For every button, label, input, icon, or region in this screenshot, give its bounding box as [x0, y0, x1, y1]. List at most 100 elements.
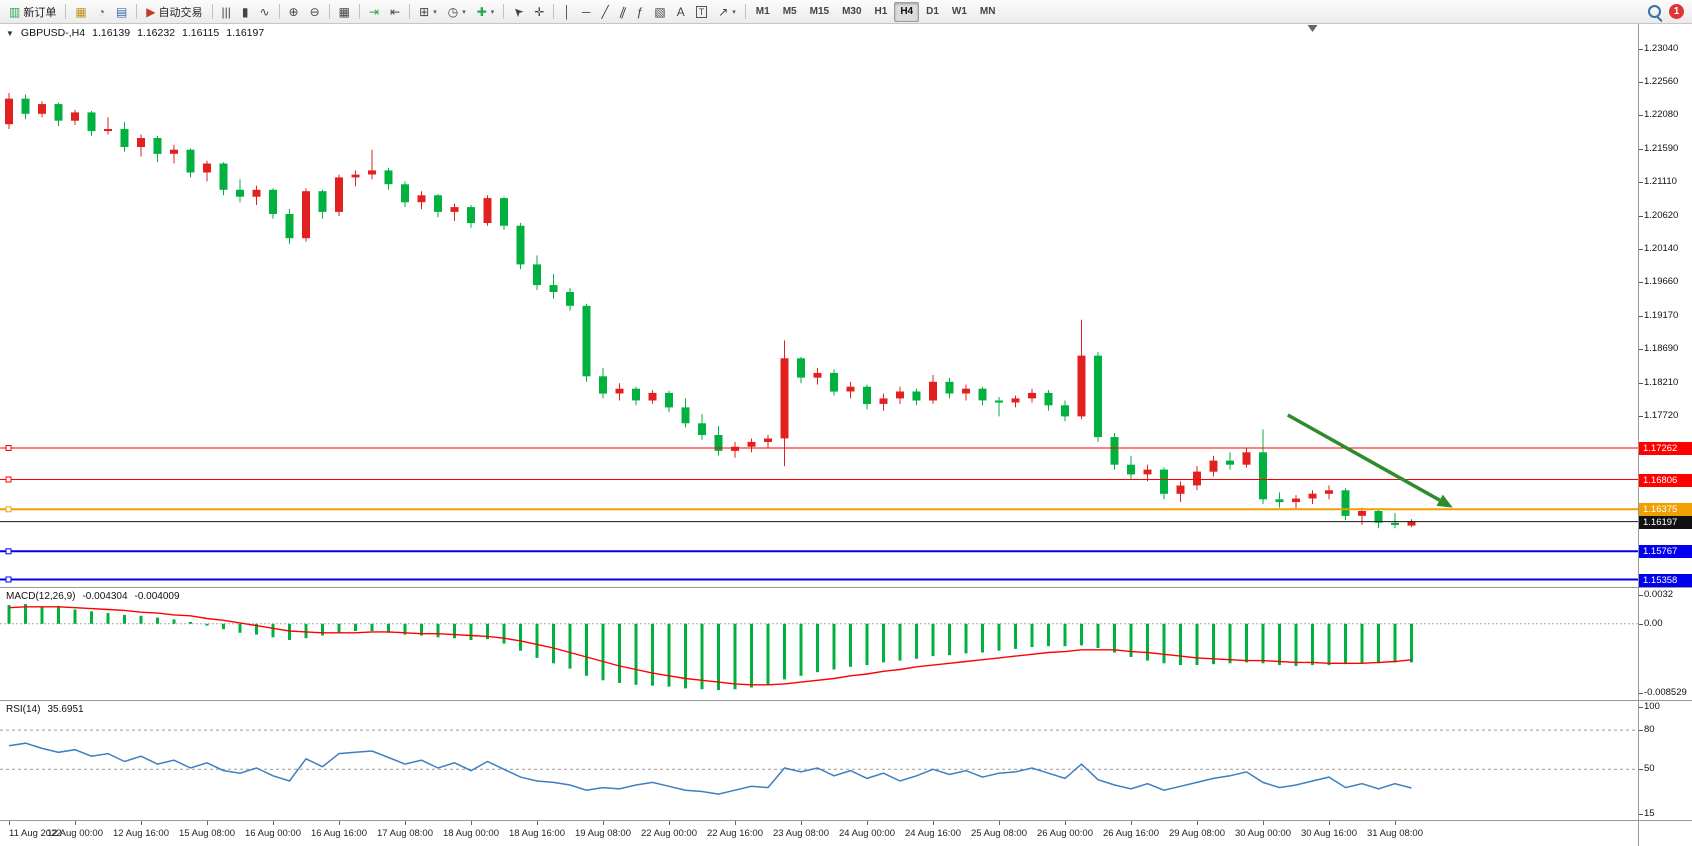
tile-windows-button[interactable]: ▦ — [334, 1, 355, 23]
channel-button[interactable]: ∥ — [615, 1, 631, 23]
macd-signal-line — [8, 606, 1412, 686]
arrows-icon: ↗ — [718, 4, 729, 19]
new-order-icon: ▥ — [9, 4, 21, 19]
text-button[interactable]: A — [672, 1, 690, 23]
arrows-button[interactable]: ↗ ▾ — [713, 1, 741, 23]
zoom-in-button[interactable]: ⊕ — [284, 1, 304, 23]
shapes-button[interactable]: ▧ — [649, 1, 670, 23]
main-chart-plot[interactable]: ▼ GBPUSD-,H4 1.16139 1.16232 1.16115 1.1… — [0, 24, 1638, 587]
time-axis-label: 30 Aug 00:00 — [1235, 828, 1291, 839]
price-scale-label: 1.22080 — [1644, 109, 1679, 120]
rsi-scale[interactable]: 100 80 50 15 — [1638, 701, 1692, 820]
periods-button[interactable]: ◷ ▾ — [443, 1, 471, 23]
time-axis-label: 17 Aug 08:00 — [377, 828, 433, 839]
toolbar-separator — [136, 4, 138, 19]
text-label-button[interactable]: T — [691, 1, 713, 23]
price-scale-label: 1.20620 — [1644, 210, 1679, 221]
chart-area: ▼ GBPUSD-,H4 1.16139 1.16232 1.16115 1.1… — [0, 24, 1692, 846]
ohlc-close: 1.16197 — [226, 27, 265, 39]
time-axis-label: 25 Aug 08:00 — [971, 828, 1027, 839]
price-scale-label: 1.18210 — [1644, 377, 1679, 388]
fibonacci-button[interactable]: ƒ — [632, 1, 649, 23]
timeframe-button-m30[interactable]: M30 — [842, 6, 862, 17]
indicators-button[interactable]: ✚ ▾ — [472, 1, 500, 23]
new-order-button[interactable]: ▥ 新订单 — [9, 4, 57, 19]
timeframe-button-h4[interactable]: H4 — [894, 1, 920, 22]
auto-trading-button[interactable]: ▶ 自动交易 — [146, 4, 203, 19]
price-line-label: 1.15767 — [1639, 545, 1692, 558]
timeframe-button-m1[interactable]: M1 — [755, 6, 770, 17]
chart-ohlc-header: ▼ GBPUSD-,H4 1.16139 1.16232 1.16115 1.1… — [6, 27, 264, 39]
price-line-label: 1.16375 — [1639, 503, 1692, 516]
time-axis-label: 23 Aug 08:00 — [773, 828, 829, 839]
toolbar-separator — [278, 4, 280, 19]
chart-shift-icon: ⇤ — [390, 4, 401, 19]
bar-chart-button[interactable]: ||| — [217, 1, 236, 23]
toolbar-right: 1 — [1648, 4, 1688, 19]
crosshair-button[interactable]: ✛ — [529, 1, 549, 23]
zoom-out-button[interactable]: ⊖ — [305, 1, 325, 23]
chart-shift-button[interactable]: ⇤ — [385, 1, 405, 23]
data-window-icon: ▤ — [115, 4, 128, 19]
time-axis-label: 26 Aug 00:00 — [1037, 828, 1093, 839]
timeframe-button-d1[interactable]: D1 — [926, 6, 939, 17]
one-click-trading-toggle[interactable]: ▼ — [6, 28, 14, 38]
new-chart-button[interactable]: ⊞ ▾ — [414, 1, 442, 23]
timeframe-button-mn[interactable]: MN — [979, 6, 996, 17]
chart-shift-marker[interactable] — [1307, 25, 1318, 32]
navigator-icon: ◔ — [97, 4, 105, 19]
market-watch-button[interactable]: ▦ — [70, 1, 91, 23]
candlestick-chart — [0, 25, 1638, 583]
macd-label: MACD(12,26,9) — [6, 591, 76, 602]
macd-main-value: -0.004304 — [82, 591, 128, 602]
macd-plot[interactable]: MACD(12,26,9) -0.004304 -0.004009 — [0, 588, 1638, 700]
candlestick-button[interactable]: ▮ — [237, 1, 254, 23]
price-line-label: 1.16197 — [1639, 516, 1692, 529]
line-chart-icon: ∿ — [259, 4, 270, 19]
macd-panel: MACD(12,26,9) -0.004304 -0.004009 0.0032… — [0, 588, 1692, 701]
time-axis-label: 30 Aug 16:00 — [1301, 828, 1357, 839]
trend-arrow[interactable] — [1286, 413, 1453, 508]
line-chart-button[interactable]: ∿ — [254, 1, 274, 23]
ohlc-high: 1.16232 — [137, 27, 176, 39]
rsi-chart — [0, 729, 1638, 795]
horizontal-line-button[interactable]: ─ — [577, 1, 596, 23]
vertical-line-button[interactable]: │ — [558, 1, 576, 23]
rsi-plot[interactable]: RSI(14) 35.6951 — [0, 701, 1638, 820]
rsi-scale-label: 50 — [1644, 763, 1655, 774]
macd-scale[interactable]: 0.0032 0.00 -0.008529 — [1638, 588, 1692, 700]
notification-badge[interactable]: 1 — [1669, 4, 1684, 19]
trendline-button[interactable]: ╱ — [596, 1, 613, 23]
timeframe-button-w1[interactable]: W1 — [951, 6, 967, 17]
time-axis[interactable]: 11 Aug 2022 12 Aug 00:00 12 Aug 16:00 15 Au… — [0, 821, 1638, 846]
rsi-label: RSI(14) — [6, 704, 41, 715]
time-axis-label: 18 Aug 16:00 — [509, 828, 565, 839]
timeframe-button-m15[interactable]: M15 — [809, 6, 830, 17]
chevron-down-icon: ▾ — [490, 8, 495, 16]
toolbar: ▥ 新订单 ▦ ◔ ▤ ▶ 自动交易 ||| ▮ ∿ ⊕ ⊖ ▦ ⇥ ⇤ ⊞ ▾ ◷ ▾ ✚ ▾ ➤ ✛ │ ─ ╱ ∥ ƒ ▧ A T ↗ ▾… — [0, 0, 1692, 24]
toolbar-separator — [328, 4, 330, 19]
data-window-button[interactable]: ▤ — [111, 1, 132, 23]
time-axis-label: 16 Aug 16:00 — [311, 828, 367, 839]
rsi-scale-label: 15 — [1644, 808, 1655, 819]
tile-windows-icon: ▦ — [338, 4, 351, 19]
price-scale-label: 1.19170 — [1644, 310, 1679, 321]
search-icon[interactable] — [1648, 5, 1661, 18]
price-line-label: 1.17262 — [1639, 442, 1692, 455]
rsi-scale-label: 80 — [1644, 724, 1655, 735]
macd-chart — [0, 604, 1638, 691]
toolbar-separator — [409, 4, 411, 19]
rsi-panel: RSI(14) 35.6951 100 80 50 15 — [0, 701, 1692, 821]
ohlc-open: 1.16139 — [92, 27, 131, 39]
cursor-button[interactable]: ➤ — [508, 1, 528, 23]
price-scale[interactable]: 1.23040 1.22560 1.22080 1.21590 1.21110 1.206… — [1638, 24, 1692, 587]
auto-scroll-button[interactable]: ⇥ — [364, 1, 384, 23]
market-watch-icon: ▦ — [75, 4, 87, 19]
price-scale-label: 1.17720 — [1644, 410, 1679, 421]
navigator-button[interactable]: ◔ — [93, 1, 110, 23]
timeframe-button-m5[interactable]: M5 — [782, 6, 797, 17]
timeframe-button-h1[interactable]: H1 — [874, 6, 888, 17]
time-axis-label: 11 Aug 2022 — [9, 828, 62, 839]
candles — [5, 93, 1416, 529]
indicators-icon: ✚ — [476, 4, 487, 19]
